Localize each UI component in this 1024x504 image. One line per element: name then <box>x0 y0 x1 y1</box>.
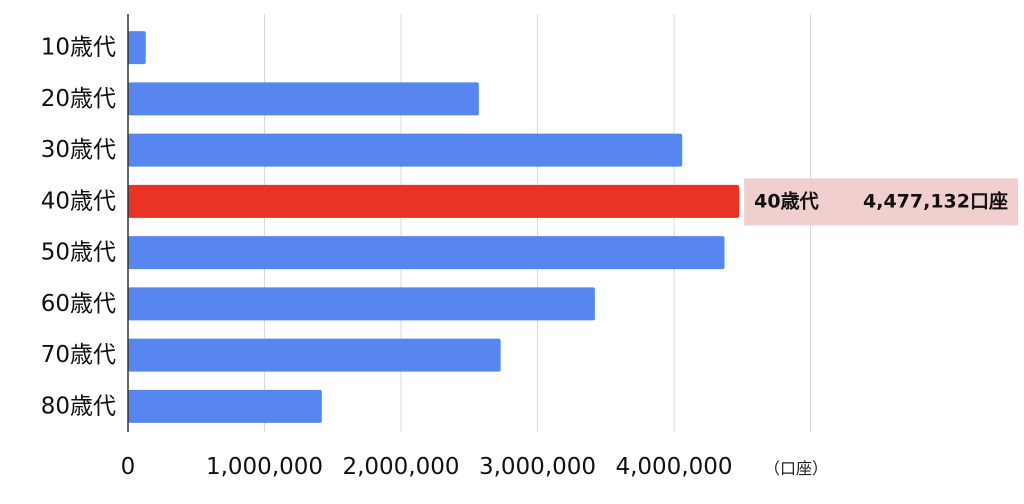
x-tick-label: 2,000,000 <box>342 454 459 480</box>
x-tick-label: 0 <box>121 454 136 480</box>
category-label: 30歳代 <box>41 137 116 163</box>
bar-7 <box>128 338 501 372</box>
bar-1 <box>128 31 146 65</box>
category-label: 70歳代 <box>41 342 116 368</box>
category-label: 10歳代 <box>41 35 116 61</box>
bar-2 <box>128 82 479 116</box>
category-label: 20歳代 <box>41 86 116 112</box>
x-tick-label: 3,000,000 <box>479 454 596 480</box>
x-tick-label: 4,000,000 <box>615 454 732 480</box>
category-label: 50歳代 <box>41 240 116 266</box>
bar-6 <box>128 287 595 321</box>
callout-value: 4,477,132口座 <box>863 189 1008 212</box>
callout-background <box>744 178 1018 226</box>
bar-3 <box>128 133 683 167</box>
category-label: 80歳代 <box>41 393 116 419</box>
category-label: 40歳代 <box>41 188 116 214</box>
bar-8 <box>128 389 322 423</box>
highlight-callout: 40歳代 4,477,132口座 <box>744 178 1018 226</box>
bar-4 <box>128 184 740 218</box>
x-tick-labels: 0 1,000,000 2,000,000 3,000,000 4,000,000 <box>121 454 733 480</box>
bars <box>128 31 740 423</box>
category-labels: 10歳代 20歳代 30歳代 40歳代 50歳代 60歳代 70歳代 80歳代 <box>41 35 116 420</box>
callout-category: 40歳代 <box>754 190 818 212</box>
category-label: 60歳代 <box>41 291 116 317</box>
x-tick-label: 1,000,000 <box>206 454 323 480</box>
unit-label: （口座） <box>764 459 828 478</box>
bar-5 <box>128 236 725 270</box>
